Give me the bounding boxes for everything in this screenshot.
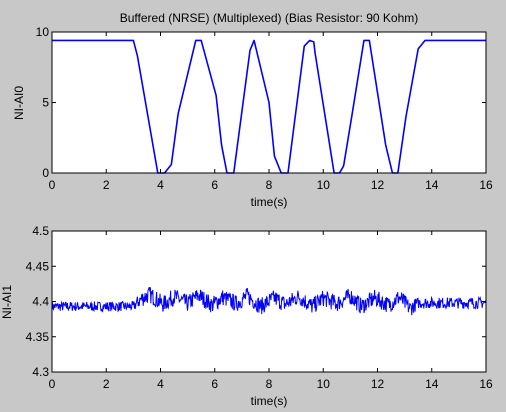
top-x-tick-label: 6 xyxy=(211,178,218,192)
bottom-y-tick-label: 4.35 xyxy=(26,330,50,344)
bottom-x-tick-label: 4 xyxy=(157,377,164,391)
bottom-x-tick-label: 12 xyxy=(371,377,385,391)
bottom-y-axis-label: NI-AI1 xyxy=(0,285,14,319)
bottom-x-tick-label: 6 xyxy=(211,377,218,391)
top-y-tick-label: 5 xyxy=(42,96,49,110)
bottom-x-tick-label: 8 xyxy=(266,377,273,391)
top-chart: Buffered (NRSE) (Multiplexed) (Bias Resi… xyxy=(12,11,493,209)
top-x-tick-label: 0 xyxy=(49,178,56,192)
top-chart-title: Buffered (NRSE) (Multiplexed) (Bias Resi… xyxy=(120,11,419,25)
top-ticks xyxy=(51,31,487,174)
top-x-tick-label: 8 xyxy=(266,178,273,192)
bottom-axes-box xyxy=(51,230,487,373)
bottom-x-tick-label: 14 xyxy=(425,377,439,391)
top-y-tick-label: 10 xyxy=(36,25,50,39)
bottom-x-axis-label: time(s) xyxy=(251,394,288,408)
top-x-tick-label: 14 xyxy=(425,178,439,192)
top-x-tick-label: 12 xyxy=(371,178,385,192)
top-axes-box xyxy=(51,31,487,174)
bottom-x-tick-labels: 0 2 4 6 8 10 12 14 16 xyxy=(49,377,493,391)
bottom-y-tick-label: 4.5 xyxy=(32,224,49,238)
bottom-y-tick-label: 4.4 xyxy=(32,295,49,309)
bottom-series xyxy=(51,286,487,316)
bottom-x-tick-label: 16 xyxy=(479,377,493,391)
bottom-y-tick-label: 4.45 xyxy=(26,259,50,273)
top-x-tick-label: 10 xyxy=(317,178,331,192)
top-x-tick-labels: 0 2 4 6 8 10 12 14 16 xyxy=(49,178,493,192)
top-x-tick-label: 2 xyxy=(103,178,110,192)
bottom-y-tick-label: 4.3 xyxy=(32,365,49,379)
bottom-chart: 0 2 4 6 8 10 12 14 16 4.34.354.44.454.5 time(s) … xyxy=(0,224,493,408)
top-x-tick-label: 4 xyxy=(157,178,164,192)
bottom-series-line xyxy=(51,286,487,316)
bottom-x-tick-label: 2 xyxy=(103,377,110,391)
bottom-x-tick-label: 10 xyxy=(317,377,331,391)
top-y-tick-label: 0 xyxy=(42,166,49,180)
top-y-axis-label: NI-AI0 xyxy=(12,86,26,120)
top-x-axis-label: time(s) xyxy=(251,195,288,209)
bottom-x-tick-label: 0 xyxy=(49,377,56,391)
bottom-y-tick-labels: 4.3 4.35 4.4 4.45 4.5 xyxy=(26,224,50,379)
top-y-tick-labels: 0 5 10 xyxy=(36,25,50,180)
top-x-tick-label: 16 xyxy=(479,178,493,192)
